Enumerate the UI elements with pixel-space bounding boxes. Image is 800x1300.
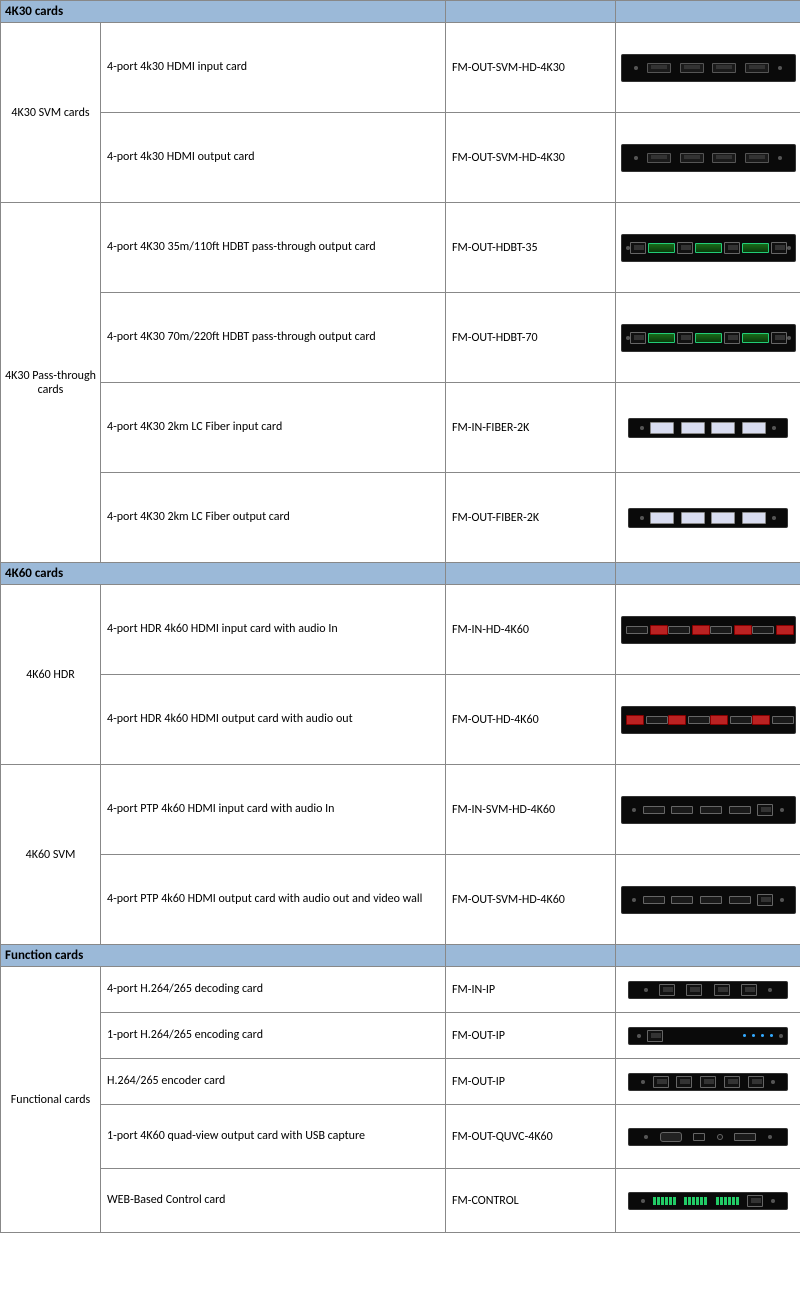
- category-cell: 4K30 Pass-through cards: [1, 203, 101, 563]
- description-cell: 4-port HDR 4k60 HDMI output card with au…: [101, 675, 446, 765]
- image-cell: [616, 855, 800, 945]
- image-cell: [616, 473, 800, 563]
- table-row: 4K60 HDR 4-port HDR 4k60 HDMI input card…: [1, 585, 800, 675]
- table-row: 4-port 4K30 2km LC Fiber input card FM-I…: [1, 383, 800, 473]
- partnumber-cell: FM-OUT-SVM-HD-4K30: [446, 23, 616, 113]
- card-control-icon: [628, 1192, 788, 1210]
- card-hdbt-icon: [621, 234, 796, 262]
- table-row: 1-port 4K60 quad-view output card with U…: [1, 1105, 800, 1169]
- image-cell: [616, 1105, 800, 1169]
- description-cell: 1-port 4K60 quad-view output card with U…: [101, 1105, 446, 1169]
- table-row: 4-port 4K30 2km LC Fiber output card FM-…: [1, 473, 800, 563]
- description-cell: 4-port 4K30 70m/220ft HDBT pass-through …: [101, 293, 446, 383]
- product-table: 4K30 cards 4K30 SVM cards 4-port 4k30 HD…: [0, 0, 800, 1233]
- section-header-4k60: 4K60 cards: [1, 563, 800, 585]
- card-hdmi4-icon: [621, 54, 796, 82]
- image-cell: [616, 113, 800, 203]
- description-cell: 4-port HDR 4k60 HDMI input card with aud…: [101, 585, 446, 675]
- section-title: Function cards: [1, 945, 446, 967]
- table-row: 4K30 SVM cards 4-port 4k30 HDMI input ca…: [1, 23, 800, 113]
- partnumber-cell: FM-IN-FIBER-2K: [446, 383, 616, 473]
- card-hdmi4b-icon: [621, 886, 796, 914]
- image-cell: [616, 1013, 800, 1059]
- table-row: 4K30 Pass-through cards 4-port 4K30 35m/…: [1, 203, 800, 293]
- section-title: 4K30 cards: [1, 1, 446, 23]
- card-hdmi4b-icon: [621, 796, 796, 824]
- image-cell: [616, 383, 800, 473]
- partnumber-cell: FM-IN-HD-4K60: [446, 585, 616, 675]
- image-cell: [616, 203, 800, 293]
- card-quad-icon: [628, 1128, 788, 1146]
- section-title: 4K60 cards: [1, 563, 446, 585]
- partnumber-cell: FM-OUT-SVM-HD-4K30: [446, 113, 616, 203]
- section-header-function: Function cards: [1, 945, 800, 967]
- partnumber-cell: FM-IN-SVM-HD-4K60: [446, 765, 616, 855]
- card-enc1-icon: [628, 1027, 788, 1045]
- table-row: 4-port 4k30 HDMI output card FM-OUT-SVM-…: [1, 113, 800, 203]
- table-row: 4-port 4K30 70m/220ft HDBT pass-through …: [1, 293, 800, 383]
- card-hdmi4-icon: [621, 144, 796, 172]
- description-cell: WEB-Based Control card: [101, 1169, 446, 1233]
- image-cell: [616, 1169, 800, 1233]
- category-cell: 4K60 HDR: [1, 585, 101, 765]
- card-hdbt-icon: [621, 324, 796, 352]
- category-cell: 4K30 SVM cards: [1, 23, 101, 203]
- partnumber-cell: FM-OUT-IP: [446, 1013, 616, 1059]
- table-row: WEB-Based Control card FM-CONTROL: [1, 1169, 800, 1233]
- partnumber-cell: FM-OUT-SVM-HD-4K60: [446, 855, 616, 945]
- card-fiber4-icon: [628, 418, 788, 438]
- image-cell: [616, 967, 800, 1013]
- partnumber-cell: FM-OUT-IP: [446, 1059, 616, 1105]
- table-row: 4K60 SVM 4-port PTP 4k60 HDMI input card…: [1, 765, 800, 855]
- image-cell: [616, 23, 800, 113]
- description-cell: 4-port 4k30 HDMI output card: [101, 113, 446, 203]
- table-row: Functional cards 4-port H.264/265 decodi…: [1, 967, 800, 1013]
- description-cell: 4-port PTP 4k60 HDMI output card with au…: [101, 855, 446, 945]
- description-cell: 4-port 4K30 2km LC Fiber input card: [101, 383, 446, 473]
- partnumber-cell: FM-OUT-QUVC-4K60: [446, 1105, 616, 1169]
- image-cell: [616, 293, 800, 383]
- partnumber-cell: FM-OUT-HD-4K60: [446, 675, 616, 765]
- table-row: 1-port H.264/265 encoding card FM-OUT-IP: [1, 1013, 800, 1059]
- card-hdr4-icon: [621, 616, 796, 644]
- table-row: 4-port PTP 4k60 HDMI output card with au…: [1, 855, 800, 945]
- card-lan4-icon: [628, 981, 788, 999]
- partnumber-cell: FM-CONTROL: [446, 1169, 616, 1233]
- card-hdr4-icon: [621, 706, 796, 734]
- section-header-4k30: 4K30 cards: [1, 1, 800, 23]
- partnumber-cell: FM-OUT-FIBER-2K: [446, 473, 616, 563]
- image-cell: [616, 675, 800, 765]
- partnumber-cell: FM-IN-IP: [446, 967, 616, 1013]
- table-row: H.264/265 encoder card FM-OUT-IP: [1, 1059, 800, 1105]
- partnumber-cell: FM-OUT-HDBT-70: [446, 293, 616, 383]
- table-row: 4-port HDR 4k60 HDMI output card with au…: [1, 675, 800, 765]
- description-cell: 4-port PTP 4k60 HDMI input card with aud…: [101, 765, 446, 855]
- image-cell: [616, 585, 800, 675]
- description-cell: 1-port H.264/265 encoding card: [101, 1013, 446, 1059]
- category-cell: 4K60 SVM: [1, 765, 101, 945]
- card-fiber4-icon: [628, 508, 788, 528]
- description-cell: 4-port H.264/265 decoding card: [101, 967, 446, 1013]
- image-cell: [616, 765, 800, 855]
- card-lan4b-icon: [628, 1073, 788, 1091]
- description-cell: 4-port 4K30 2km LC Fiber output card: [101, 473, 446, 563]
- description-cell: 4-port 4K30 35m/110ft HDBT pass-through …: [101, 203, 446, 293]
- category-cell: Functional cards: [1, 967, 101, 1233]
- description-cell: H.264/265 encoder card: [101, 1059, 446, 1105]
- image-cell: [616, 1059, 800, 1105]
- partnumber-cell: FM-OUT-HDBT-35: [446, 203, 616, 293]
- description-cell: 4-port 4k30 HDMI input card: [101, 23, 446, 113]
